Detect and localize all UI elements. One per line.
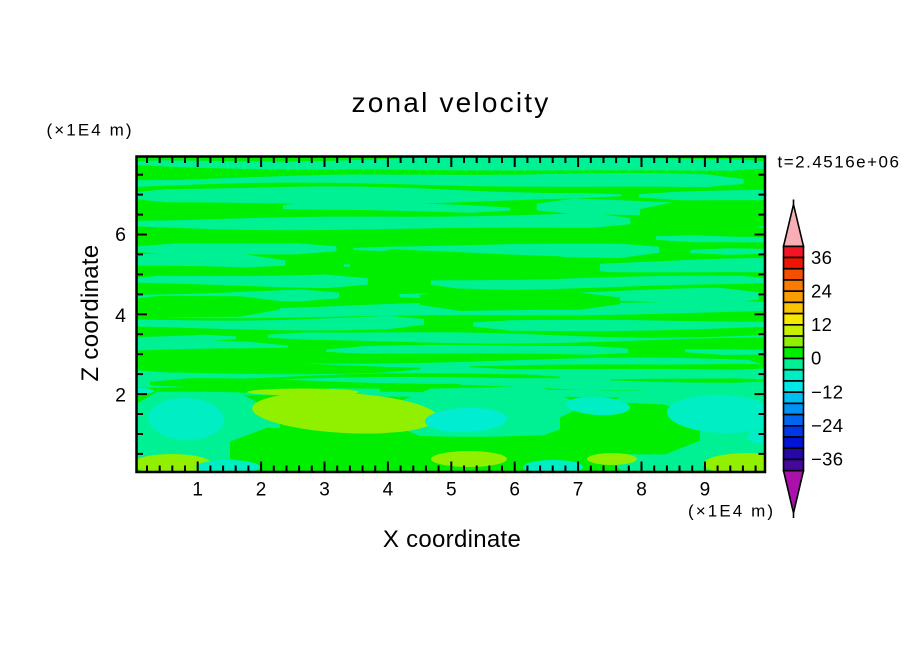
svg-text:5: 5 — [446, 480, 457, 501]
svg-text:(×1E4 m): (×1E4 m) — [688, 502, 775, 521]
svg-text:4: 4 — [383, 480, 394, 501]
svg-text:(×1E4 m): (×1E4 m) — [47, 121, 134, 140]
svg-text:9: 9 — [700, 480, 711, 501]
svg-text:8: 8 — [636, 480, 647, 501]
svg-text:Z coordinate: Z coordinate — [77, 244, 104, 381]
svg-text:−36: −36 — [811, 449, 843, 470]
svg-text:7: 7 — [573, 480, 584, 501]
svg-text:−24: −24 — [811, 415, 843, 436]
svg-text:12: 12 — [811, 314, 832, 335]
svg-text:1: 1 — [192, 480, 203, 501]
svg-text:t=2.4516e+06: t=2.4516e+06 — [778, 153, 901, 172]
svg-text:2: 2 — [256, 480, 267, 501]
svg-text:X coordinate: X coordinate — [383, 526, 521, 553]
svg-text:4: 4 — [115, 305, 126, 327]
svg-text:zonal velocity: zonal velocity — [352, 87, 551, 118]
svg-text:2: 2 — [115, 384, 126, 406]
svg-text:36: 36 — [811, 247, 832, 268]
svg-text:24: 24 — [811, 280, 832, 301]
svg-text:6: 6 — [509, 480, 520, 501]
svg-text:3: 3 — [319, 480, 330, 501]
svg-text:6: 6 — [115, 224, 126, 246]
svg-text:−12: −12 — [811, 381, 843, 402]
svg-text:0: 0 — [811, 348, 822, 369]
